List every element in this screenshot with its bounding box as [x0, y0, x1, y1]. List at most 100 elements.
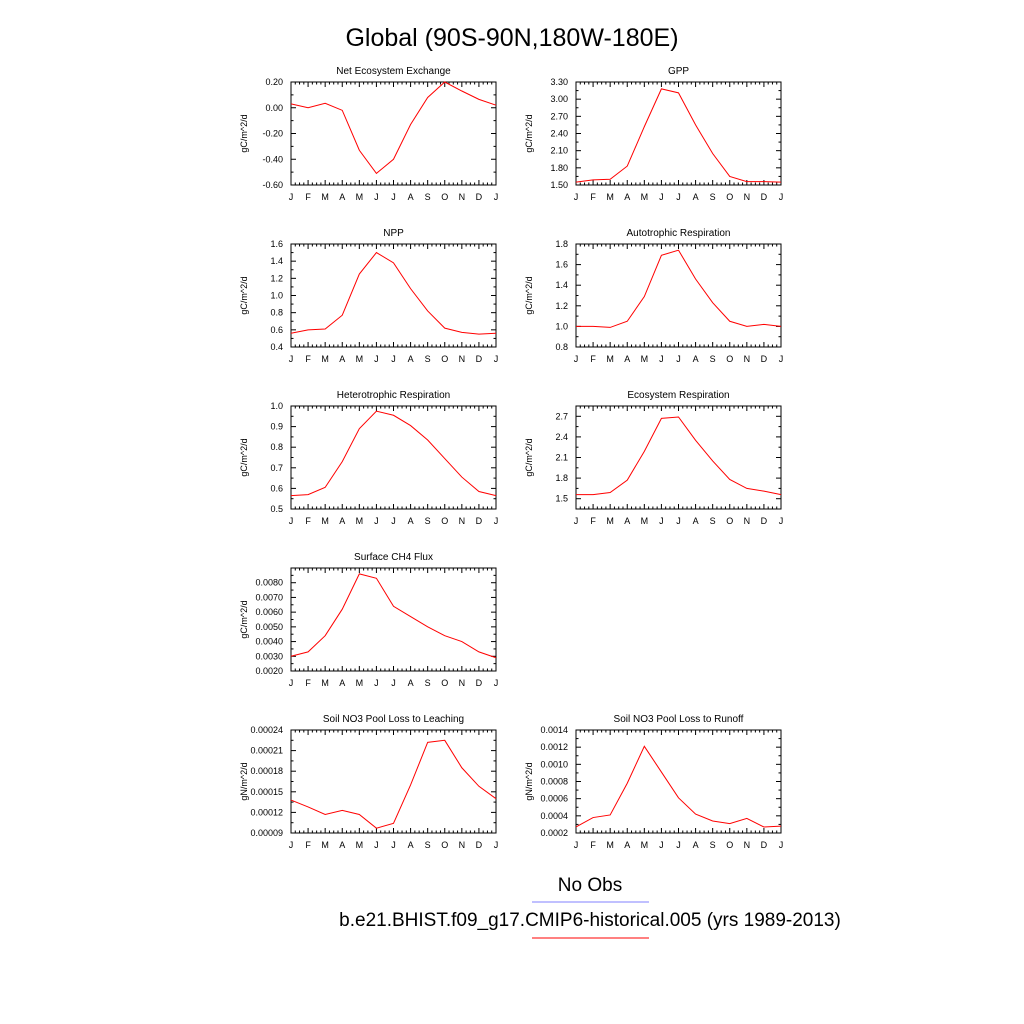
x-tick-label: A — [408, 678, 414, 688]
y-tick-label: 0.00021 — [250, 746, 283, 756]
x-tick-label: J — [494, 192, 499, 202]
x-tick-label: O — [726, 354, 733, 364]
y-axis-label: gN/m^2/d — [524, 762, 534, 800]
x-tick-label: J — [494, 678, 499, 688]
y-tick-label: 0.00024 — [250, 725, 283, 735]
y-tick-label: 1.6 — [555, 260, 568, 270]
y-tick-label: 1.4 — [270, 256, 283, 266]
y-axis-label: gN/m^2/d — [239, 762, 249, 800]
x-tick-label: A — [408, 354, 414, 364]
y-tick-label: 1.0 — [555, 321, 568, 331]
y-tick-label: 2.40 — [550, 129, 568, 139]
x-tick-label: O — [726, 516, 733, 526]
y-tick-label: 0.00015 — [250, 787, 283, 797]
x-tick-label: J — [779, 516, 784, 526]
x-tick-label: A — [693, 354, 699, 364]
x-tick-label: S — [425, 840, 431, 850]
x-tick-label: J — [676, 354, 681, 364]
x-tick-label: F — [305, 354, 311, 364]
y-tick-label: 0.0060 — [255, 607, 283, 617]
x-tick-label: M — [641, 192, 649, 202]
x-tick-label: J — [574, 516, 579, 526]
y-tick-label: 1.8 — [555, 473, 568, 483]
x-tick-label: J — [659, 354, 664, 364]
x-tick-label: A — [624, 192, 630, 202]
y-tick-label: 0.0006 — [540, 794, 568, 804]
plot-frame — [290, 81, 497, 186]
y-tick-label: 1.5 — [555, 494, 568, 504]
x-tick-label: M — [356, 840, 364, 850]
series-line — [290, 410, 497, 497]
x-tick-label: M — [356, 192, 364, 202]
x-tick-label: J — [574, 840, 579, 850]
x-tick-label: N — [744, 516, 751, 526]
x-tick-label: D — [761, 840, 768, 850]
y-tick-label: 0.0008 — [540, 777, 568, 787]
x-tick-label: M — [606, 354, 614, 364]
y-axis-label: gC/m^2/d — [239, 438, 249, 476]
x-tick-label: J — [574, 354, 579, 364]
panel-title: Soil NO3 Pool Loss to Leaching — [323, 714, 464, 725]
x-tick-label: F — [590, 354, 596, 364]
x-tick-label: J — [659, 516, 664, 526]
x-tick-label: A — [339, 192, 345, 202]
y-tick-label: 0.6 — [270, 325, 283, 335]
y-tick-label: 1.0 — [270, 401, 283, 411]
y-axis-label: gC/m^2/d — [239, 600, 249, 638]
y-tick-label: -0.40 — [262, 154, 283, 164]
x-tick-label: J — [374, 516, 379, 526]
x-tick-label: S — [425, 516, 431, 526]
series-line — [290, 81, 497, 175]
x-tick-label: M — [321, 354, 329, 364]
x-tick-label: O — [441, 840, 448, 850]
y-tick-label: 0.0080 — [255, 578, 283, 588]
y-tick-label: 1.4 — [555, 280, 568, 290]
y-tick-label: 0.8 — [270, 308, 283, 318]
x-tick-label: J — [391, 840, 396, 850]
x-tick-label: J — [289, 840, 294, 850]
x-tick-label: J — [494, 354, 499, 364]
y-tick-label: 0.0020 — [255, 666, 283, 676]
x-tick-label: A — [408, 840, 414, 850]
y-tick-label: 1.0 — [270, 291, 283, 301]
x-tick-label: A — [624, 840, 630, 850]
x-tick-label: S — [425, 678, 431, 688]
x-tick-label: J — [374, 678, 379, 688]
y-tick-label: 0.0070 — [255, 592, 283, 602]
x-tick-label: N — [459, 354, 466, 364]
y-tick-label: 0.5 — [270, 504, 283, 514]
x-tick-label: A — [624, 516, 630, 526]
y-tick-label: 0.0010 — [540, 759, 568, 769]
plot-frame — [575, 405, 782, 510]
plot-frame — [290, 243, 497, 348]
legend: No Obs b.e21.BHIST.f09_g17.CMIP6-histori… — [339, 875, 841, 939]
x-tick-label: J — [374, 192, 379, 202]
x-tick-label: F — [590, 840, 596, 850]
plot-frame — [290, 567, 497, 672]
x-tick-label: D — [761, 516, 768, 526]
y-tick-label: 1.8 — [555, 239, 568, 249]
y-tick-label: 2.4 — [555, 432, 568, 442]
x-tick-label: J — [676, 192, 681, 202]
x-tick-label: J — [289, 354, 294, 364]
x-tick-label: O — [441, 192, 448, 202]
x-tick-label: N — [459, 840, 466, 850]
x-tick-label: O — [441, 516, 448, 526]
y-axis-label: gC/m^2/d — [524, 276, 534, 314]
series-line — [290, 739, 497, 829]
series-line — [575, 88, 782, 183]
y-tick-label: -0.60 — [262, 180, 283, 190]
x-tick-label: A — [339, 840, 345, 850]
x-tick-label: N — [744, 192, 751, 202]
panel-title: Heterotrophic Respiration — [337, 390, 450, 401]
series-line — [576, 249, 782, 328]
y-tick-label: 1.2 — [555, 301, 568, 311]
x-tick-label: N — [459, 192, 466, 202]
x-tick-label: M — [356, 516, 364, 526]
x-tick-label: J — [391, 516, 396, 526]
y-tick-label: 2.70 — [550, 111, 568, 121]
x-tick-label: N — [459, 678, 466, 688]
x-tick-label: J — [779, 192, 784, 202]
